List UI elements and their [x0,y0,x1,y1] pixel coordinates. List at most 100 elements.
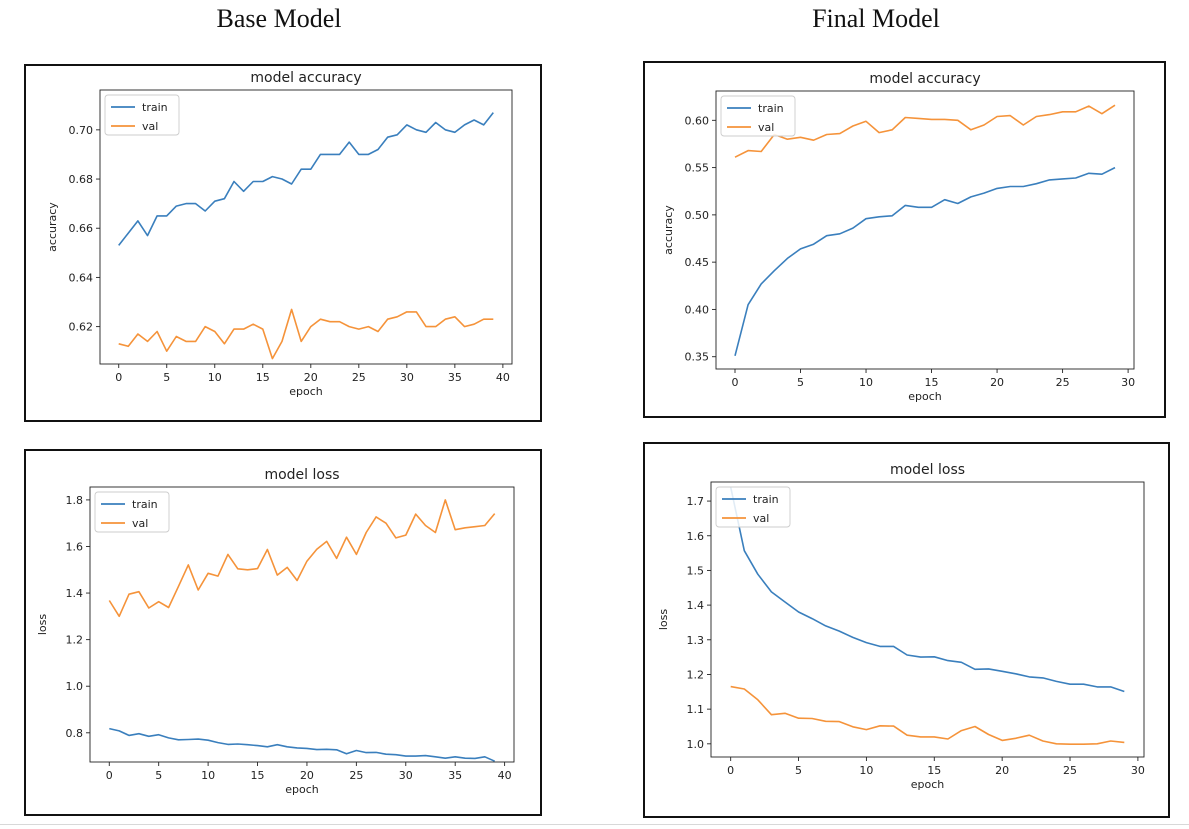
chart-0-xtick-label: 5 [163,371,170,384]
chart-3-xtick-label: 20 [995,764,1009,777]
chart-0-legend-label-val: val [142,120,158,133]
chart-3-ylabel: loss [657,609,670,631]
chart-1-xtick-label: 5 [797,376,804,389]
chart-2-ytick-label: 1.4 [66,587,84,600]
final-model-header: Final Model [812,4,940,33]
chart-3-train-line [729,487,1125,693]
final-loss-panel: model loss 0 5 10 15 20 25 30 1.0 1.1 1.2 1.3 1.4 1.5… [643,442,1170,818]
chart-3-ytick-label: 1.6 [687,530,705,543]
chart-2-ytick-label: 1.8 [66,494,84,507]
chart-2-xlabel: epoch [285,783,319,796]
chart-3-xlabel: epoch [911,778,945,791]
chart-0-xtick-label: 40 [496,371,510,384]
final-loss-chart: model loss 0 5 10 15 20 25 30 1.0 1.1 1.2 1.3 1.4 1.5… [657,462,1145,791]
chart-0-legend-label-train: train [142,101,168,114]
base-loss-chart: model loss 0 5 10 15 20 25 30 35 40 0.8 1.0 1.2 1.4 1.… [36,467,515,796]
chart-0-xtick-label: 10 [208,371,222,384]
chart-2-xtick-label: 20 [300,769,314,782]
chart-0-xtick-label: 20 [304,371,318,384]
chart-1-xlabel: epoch [908,390,942,403]
chart-2-ytick-label: 0.8 [66,727,84,740]
chart-3-ytick-label: 1.0 [687,738,705,751]
chart-3-xtick-label: 0 [727,764,734,777]
chart-3-xtick-label: 25 [1063,764,1077,777]
chart-1-ylabel: accuracy [662,205,675,255]
chart-2-ytick-label: 1.6 [66,540,84,553]
final-accuracy-panel: model accuracy 0 5 10 15 20 25 30 0.35 0.40 0.45 0.… [643,61,1166,418]
chart-3-xtick-label: 30 [1131,764,1145,777]
chart-0-plot-frame [99,89,513,365]
chart-0-val-line [118,308,494,360]
chart-1-val-line [734,104,1116,158]
chart-1-ytick-label: 0.45 [685,256,710,269]
chart-1-xtick-label: 30 [1121,376,1135,389]
chart-1-xtick-label: 10 [859,376,873,389]
chart-0-train-line [118,112,494,246]
chart-2-xtick-label: 30 [399,769,413,782]
chart-3-legend-box [715,486,791,528]
chart-1-ytick-label: 0.50 [685,209,710,222]
chart-2-val-line [108,499,496,618]
chart-1-train-line [734,166,1116,356]
chart-3-xtick-label: 10 [859,764,873,777]
chart-1-legend-label-train: train [758,102,784,115]
chart-3-plot-frame [710,481,1145,758]
chart-3-ytick-label: 1.5 [687,564,705,577]
chart-2-xtick-label: 35 [448,769,462,782]
chart-2-ytick-label: 1.0 [66,680,84,693]
chart-2-plot-frame [89,486,515,763]
chart-0-ytick-label: 0.64 [69,271,94,284]
chart-2-xtick-label: 5 [155,769,162,782]
chart-3-ytick-label: 1.4 [687,599,705,612]
chart-2-title: model loss [264,467,339,483]
chart-0-ylabel: accuracy [46,202,59,252]
chart-2-xtick-label: 25 [349,769,363,782]
chart-3-legend-label-train: train [753,493,779,506]
chart-0-xtick-label: 0 [115,371,122,384]
chart-2-ylabel: loss [36,614,49,636]
base-accuracy-panel: model accuracy 0 5 10 15 20 25 30 35 40 0.62 0.64 0.… [24,64,542,422]
chart-3-val-line [730,685,1125,746]
chart-1-legend-box [720,95,796,137]
chart-1-xtick-label: 25 [1056,376,1070,389]
chart-0-xtick-label: 35 [448,371,462,384]
chart-0-ytick-label: 0.70 [69,124,94,137]
chart-2-legend-box [94,491,170,533]
chart-2-legend-label-val: val [132,517,148,530]
chart-2-ytick-label: 1.2 [66,634,84,647]
chart-3-xtick-label: 5 [795,764,802,777]
chart-0-title: model accuracy [250,70,361,86]
chart-3-legend-label-val: val [753,512,769,525]
chart-2-train-line [109,727,496,762]
chart-3-ytick-label: 1.2 [687,668,705,681]
chart-1-ytick-label: 0.60 [685,114,710,127]
chart-1-ytick-label: 0.55 [685,162,710,175]
chart-0-ytick-label: 0.66 [69,222,94,235]
chart-1-ytick-label: 0.35 [685,351,710,364]
chart-0-xlabel: epoch [289,385,323,398]
chart-3-ytick-label: 1.7 [687,495,705,508]
chart-2-xtick-label: 15 [251,769,265,782]
chart-2-xtick-label: 40 [498,769,512,782]
base-accuracy-chart: model accuracy 0 5 10 15 20 25 30 35 40 0.62 0.64 0.… [46,70,513,398]
base-loss-panel: model loss 0 5 10 15 20 25 30 35 40 0.8 1.0 1.2 1.4 1.… [24,449,542,816]
page-divider [0,824,1189,825]
chart-3-ytick-label: 1.1 [687,703,705,716]
chart-2-xtick-label: 0 [106,769,113,782]
chart-0-legend-box [104,94,180,136]
chart-1-legend-label-val: val [758,121,774,134]
chart-1-xtick-label: 15 [925,376,939,389]
final-accuracy-chart: model accuracy 0 5 10 15 20 25 30 0.35 0.40 0.45 0.… [662,71,1135,403]
chart-0-ytick-label: 0.62 [69,321,94,334]
chart-3-xtick-label: 15 [927,764,941,777]
chart-0-ytick-label: 0.68 [69,173,94,186]
chart-0-xtick-label: 30 [400,371,414,384]
chart-3-ytick-label: 1.3 [687,634,705,647]
chart-1-xtick-label: 0 [732,376,739,389]
chart-2-legend-label-train: train [132,498,158,511]
chart-1-ytick-label: 0.40 [685,303,710,316]
chart-0-xtick-label: 25 [352,371,366,384]
chart-1-xtick-label: 20 [990,376,1004,389]
chart-2-xtick-label: 10 [201,769,215,782]
chart-1-title: model accuracy [869,71,980,87]
